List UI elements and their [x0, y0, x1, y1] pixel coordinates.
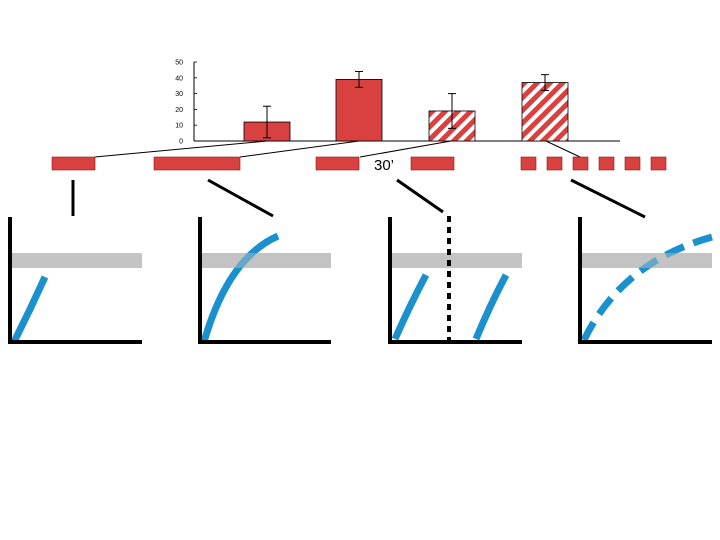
- bar-group-1: [243, 105, 291, 142]
- threshold-band: [10, 253, 142, 268]
- y-tick-label: 10: [175, 123, 183, 130]
- protocol-1-pulse: [51, 156, 96, 171]
- interval-label: 30’: [374, 157, 394, 174]
- panel-3: [388, 216, 522, 344]
- panel-2: [198, 217, 331, 344]
- panel-axes: [578, 217, 712, 344]
- bar-group-2: [335, 70, 383, 142]
- response-curve: [10, 275, 49, 344]
- panel-connector-2: [207, 178, 274, 218]
- y-tick-label: 20: [175, 107, 183, 114]
- protocol-4-pulse-2: [546, 156, 563, 171]
- y-tick-label: 0: [179, 139, 183, 146]
- protocol-4-pulse-3: [572, 156, 589, 171]
- response-curve-2: [472, 273, 510, 341]
- protocol-4-pulse-1: [520, 156, 537, 171]
- protocol-2-pulse: [153, 156, 241, 171]
- panel-connectors: [71, 178, 646, 219]
- response-curve: [200, 232, 280, 343]
- panel-4: [578, 217, 713, 344]
- bar: [335, 78, 383, 142]
- panel-connector-4: [570, 178, 646, 219]
- bar-connectors: [94, 140, 581, 158]
- protocol-4-pulse-6: [650, 156, 667, 171]
- panel-connector-3: [396, 178, 444, 214]
- threshold-band: [390, 253, 522, 268]
- connector-line-2: [239, 140, 360, 158]
- connector-line-1: [94, 140, 268, 158]
- y-tick-label: 30: [175, 91, 183, 98]
- response-curve-dashed: [580, 233, 713, 342]
- protocol-4-pulse-4: [598, 156, 615, 171]
- y-ticks: 0 10 20 30 40 50: [175, 60, 197, 146]
- y-tick-label: 50: [175, 60, 183, 67]
- connector-line-3: [359, 140, 452, 158]
- threshold-band: [580, 253, 712, 268]
- protocol-3-pulse-b: [410, 156, 455, 171]
- bars: [243, 70, 569, 142]
- protocol-4-pulse-5: [624, 156, 641, 171]
- threshold-overlay: [200, 253, 331, 268]
- y-tick-label: 40: [175, 75, 183, 82]
- panel-1: [8, 217, 142, 344]
- bar-group-4: [521, 74, 569, 142]
- protocol-row: [51, 156, 667, 171]
- bar: [521, 82, 569, 142]
- response-curve-1: [391, 273, 430, 341]
- panel-axes: [8, 217, 142, 344]
- bar-chart: 0 10 20 30 40 50: [175, 60, 620, 146]
- connector-line-4: [545, 140, 581, 158]
- panel-axes: [388, 217, 522, 344]
- threshold-overlay: [580, 253, 712, 268]
- protocol-3-pulse-a: [315, 156, 360, 171]
- threshold-band: [200, 253, 331, 268]
- bar-group-3: [428, 93, 476, 142]
- panel-axes: [198, 217, 331, 344]
